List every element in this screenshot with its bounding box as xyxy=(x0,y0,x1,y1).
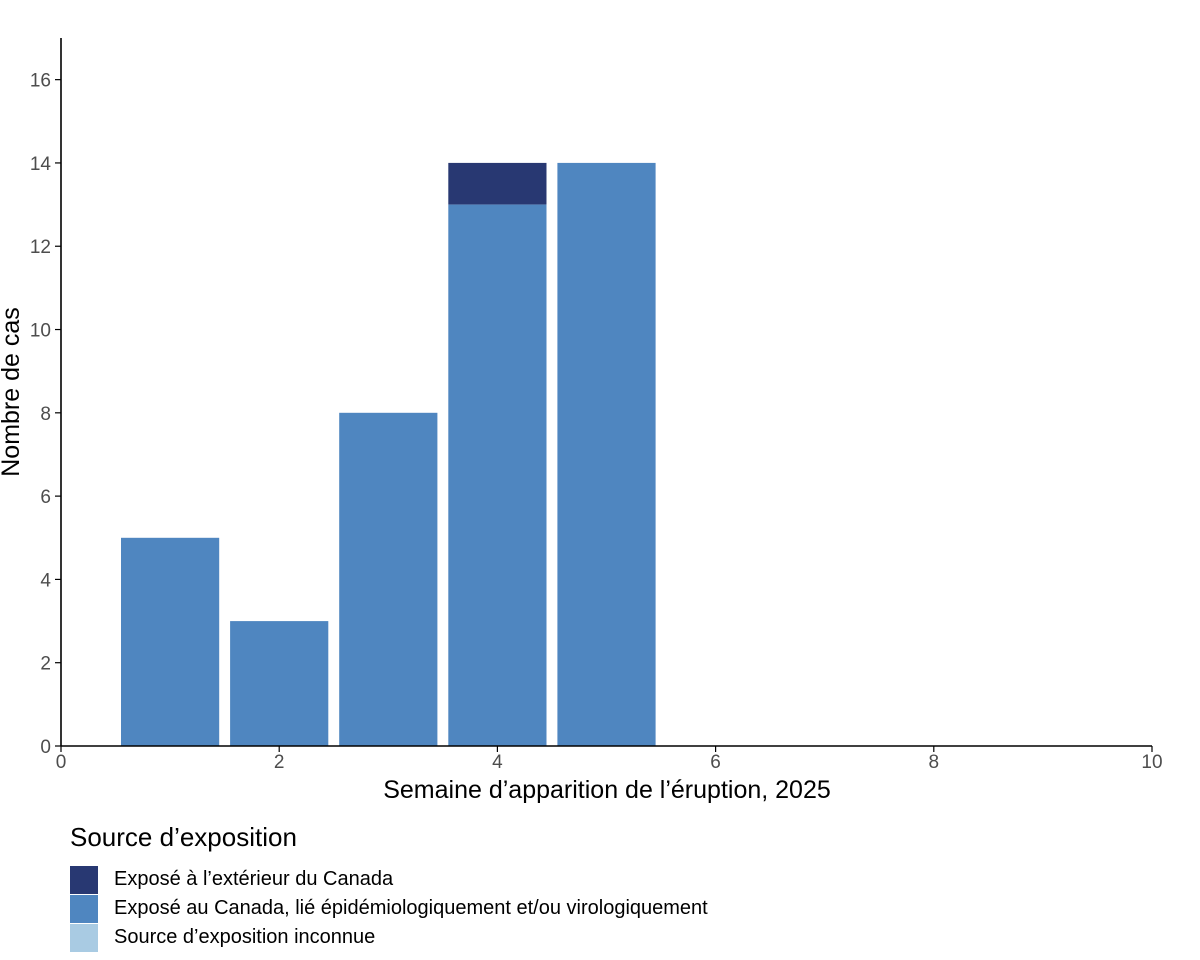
legend-label: Source d’exposition inconnue xyxy=(114,926,376,948)
legend-title: Source d’exposition xyxy=(70,822,297,852)
y-tick-label-2: 2 xyxy=(40,654,51,675)
legend-label: Exposé au Canada, lié épidémiologiquemen… xyxy=(114,897,708,919)
legend-swatch xyxy=(70,894,98,923)
bar-week-5-series-0 xyxy=(557,162,656,746)
legend: Source d’exposition Exposé à l’extérieur… xyxy=(70,822,708,952)
y-tick-label-14: 14 xyxy=(30,154,52,175)
bar-week-2-series-0 xyxy=(230,621,329,746)
legend-item-2: Source d’exposition inconnue xyxy=(70,923,708,952)
legend-swatch xyxy=(70,923,98,952)
bar-week-4-series-1 xyxy=(448,162,547,205)
y-tick-label-10: 10 xyxy=(30,321,51,342)
x-tick-label-10: 10 xyxy=(1141,752,1162,773)
y-tick-label-0: 0 xyxy=(40,737,51,758)
x-tick-label-2: 2 xyxy=(274,752,285,773)
y-axis-title: Nombre de cas xyxy=(0,307,25,477)
x-axis-title: Semaine d’apparition de l’éruption, 2025 xyxy=(383,776,831,804)
legend-item-0: Exposé à l’extérieur du Canada xyxy=(70,865,708,894)
bar-chart: 0 2 4 6 8 10 12 14 16 0 2 4 6 8 10 Semaine d’apparitio… xyxy=(0,38,1163,804)
bar-week-3-series-0 xyxy=(339,412,438,746)
axes-group: 0 2 4 6 8 10 12 14 16 0 2 4 6 8 10 xyxy=(30,38,1163,773)
bar-week-4-series-0 xyxy=(448,204,547,747)
y-tick-label-8: 8 xyxy=(40,404,51,425)
x-tick-label-0: 0 xyxy=(56,752,67,773)
legend-label: Exposé à l’extérieur du Canada xyxy=(114,868,394,890)
y-tick-label-6: 6 xyxy=(40,487,51,508)
x-tick-label-8: 8 xyxy=(929,752,940,773)
bar-week-1-series-0 xyxy=(121,537,220,746)
y-tick-label-16: 16 xyxy=(30,71,51,92)
bars-group xyxy=(121,162,656,747)
y-tick-label-12: 12 xyxy=(30,237,51,258)
x-tick-label-6: 6 xyxy=(710,752,721,773)
x-tick-label-4: 4 xyxy=(492,752,503,773)
legend-item-1: Exposé au Canada, lié épidémiologiquemen… xyxy=(70,894,708,923)
legend-items: Exposé à l’extérieur du Canada Exposé au … xyxy=(70,865,708,952)
legend-swatch xyxy=(70,865,98,894)
y-tick-label-4: 4 xyxy=(40,570,51,591)
